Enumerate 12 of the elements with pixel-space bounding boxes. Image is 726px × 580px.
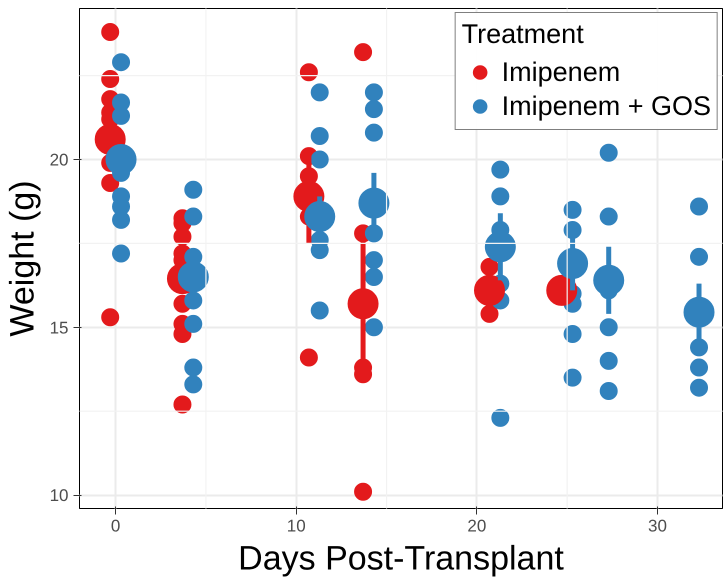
x-axis-title: Days Post-Transplant (238, 540, 564, 578)
legend-label: Imipenem (502, 56, 620, 88)
legend-title: Treatment (462, 19, 585, 50)
y-tick-label: 15 (50, 318, 69, 338)
x-tick-label: 20 (467, 516, 486, 536)
x-tick-label: 10 (286, 516, 306, 536)
legend-label: Imipenem + GOS (502, 90, 711, 122)
y-tick-label: 20 (50, 150, 69, 170)
x-tick-label: 30 (648, 516, 667, 536)
y-axis-title: Weight (g) (4, 180, 42, 337)
y-tick-label: 10 (50, 486, 69, 506)
x-tick-label: 0 (110, 516, 120, 536)
